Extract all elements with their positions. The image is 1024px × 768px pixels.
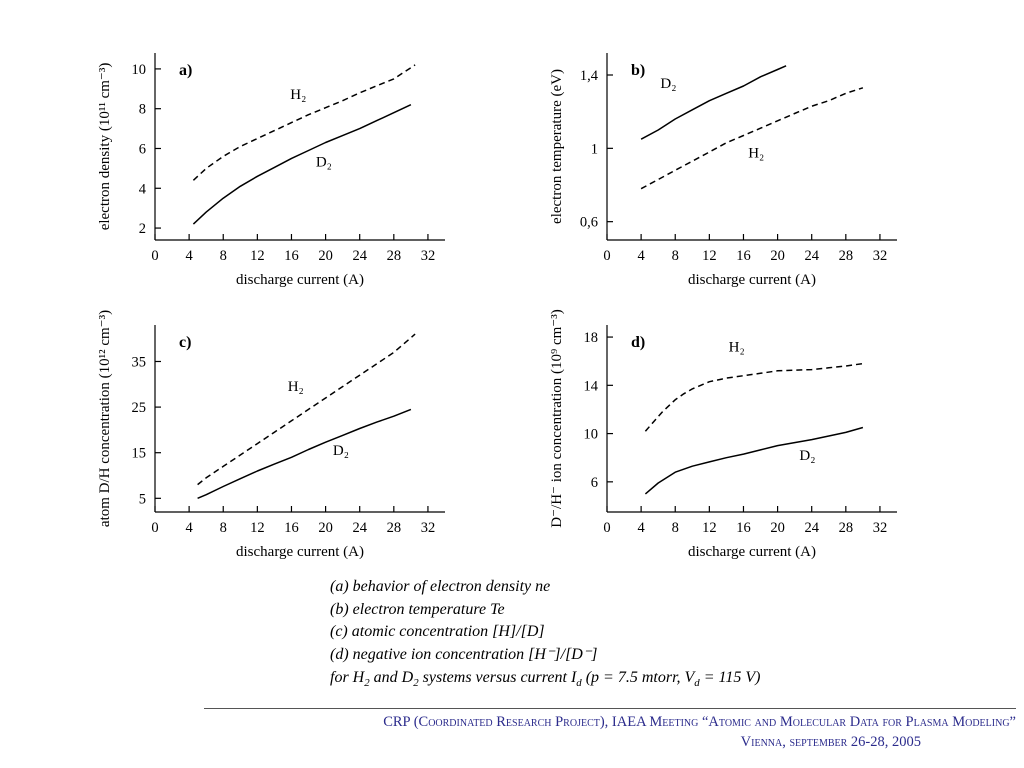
x-tick-label: 32 (421, 248, 436, 264)
x-tick-label: 4 (637, 248, 645, 264)
y-tick-label: 10 (132, 62, 147, 78)
y-tick-label: 35 (132, 354, 147, 370)
x-axis-title: discharge current (A) (688, 544, 816, 560)
panel-label: c) (179, 334, 191, 351)
footer-meeting-title: CRP (Coordinated Research Project), IAEA… (383, 714, 1016, 730)
y-tick-label: 1 (591, 141, 598, 157)
chart-panel-c: 0 4 8 12 16 20 24 28 32 5 15 25 35 discharge current … (88, 300, 540, 572)
x-tick-label: 28 (387, 520, 402, 536)
x-tick-label: 16 (284, 520, 299, 536)
series-label: H₂ (288, 379, 304, 395)
x-tick-label: 24 (352, 248, 367, 264)
x-tick-label: 4 (185, 520, 193, 536)
x-tick-label: 12 (250, 248, 265, 264)
curve-dashed (197, 333, 416, 486)
x-tick-label: 32 (873, 248, 888, 264)
x-tick-label: 20 (318, 248, 333, 264)
x-tick-label: 20 (770, 248, 785, 264)
caption-line-c: (c) atomic concentration [H]/[D] (330, 623, 545, 641)
x-tick-label: 4 (185, 248, 193, 264)
x-tick-label: 8 (220, 248, 227, 264)
curve-solid (640, 65, 787, 140)
x-axis-title: discharge current (A) (688, 272, 816, 288)
y-tick-label: 0,6 (580, 215, 598, 231)
x-axis-title: discharge current (A) (236, 272, 364, 288)
x-tick-label: 16 (736, 248, 751, 264)
chart-panel-d: 0 4 8 12 16 20 24 28 32 6 10 14 18 discharge current … (540, 300, 992, 572)
y-axis-title: electron temperature (eV) (549, 69, 565, 224)
chart-c-plot: 0 4 8 12 16 20 24 28 32 5 15 25 35 discharge current … (97, 310, 445, 560)
x-axis-title: discharge current (A) (236, 544, 364, 560)
y-tick-label: 6 (591, 475, 598, 491)
x-tick-label: 0 (603, 248, 610, 264)
series-label: D₂ (316, 154, 332, 170)
x-tick-label: 24 (804, 520, 819, 536)
x-tick-label: 8 (672, 248, 679, 264)
x-tick-label: 8 (672, 520, 679, 536)
x-tick-label: 16 (736, 520, 751, 536)
x-tick-label: 16 (284, 248, 299, 264)
x-tick-label: 0 (151, 520, 158, 536)
curve-dashed (192, 64, 416, 181)
chart-panel-b: 0 4 8 12 16 20 24 28 32 0,6 1 1,4 discharge current … (540, 28, 992, 300)
x-tick-label: 0 (151, 248, 158, 264)
y-axis-title: electron density (10¹¹ cm⁻³) (97, 63, 113, 231)
x-tick-label: 28 (839, 520, 854, 536)
caption-line-conditions: for H2 and D2 systems versus current Id … (330, 668, 761, 690)
chart-d-plot: 0 4 8 12 16 20 24 28 32 6 10 14 18 discharge current … (549, 309, 897, 560)
x-tick-label: 28 (387, 248, 402, 264)
caption-line-d: (d) negative ion concentration [H⁻]/[D⁻] (330, 646, 598, 664)
x-tick-label: 12 (702, 248, 717, 264)
series-label: D₂ (333, 443, 349, 459)
series-label: H₂ (748, 146, 764, 162)
series-label: D₂ (799, 448, 815, 464)
curve-dashed (644, 362, 864, 432)
y-tick-label: 5 (139, 491, 146, 507)
y-tick-label: 6 (139, 141, 146, 157)
chart-b-plot: 0 4 8 12 16 20 24 28 32 0,6 1 1,4 discharge current … (549, 53, 897, 288)
x-tick-label: 12 (702, 520, 717, 536)
x-tick-label: 32 (873, 520, 888, 536)
y-tick-label: 10 (584, 427, 599, 443)
y-tick-label: 18 (584, 330, 599, 346)
caption-line-a: (a) behavior of electron density ne (330, 578, 551, 595)
series-label: H₂ (290, 87, 306, 103)
caption-line-b: (b) electron temperature Te (330, 600, 505, 618)
x-tick-label: 20 (770, 520, 785, 536)
panel-label: d) (631, 334, 645, 351)
panel-label: b) (631, 62, 645, 79)
y-axis-title: atom D/H concentration (10¹² cm⁻³) (97, 310, 113, 527)
y-tick-label: 14 (584, 378, 599, 394)
chart-panel-a: 0 4 8 12 16 20 24 28 32 2 4 6 8 10 discharge current (… (88, 28, 540, 300)
x-tick-label: 28 (839, 248, 854, 264)
panel-label: a) (179, 62, 192, 79)
figure-caption: (a) behavior of electron density ne (b) … (330, 576, 760, 692)
y-tick-label: 2 (139, 221, 146, 237)
y-axis-title: D⁻/H⁻ ion concentration (10⁹ cm⁻³) (549, 309, 565, 527)
curve-dashed (640, 87, 864, 190)
curve-solid (192, 104, 412, 225)
y-tick-label: 1,4 (580, 68, 599, 84)
x-tick-label: 12 (250, 520, 265, 536)
slide-footer: CRP (Coordinated Research Project), IAEA… (204, 708, 1016, 752)
x-tick-label: 0 (603, 520, 610, 536)
y-tick-label: 15 (132, 446, 147, 462)
y-tick-label: 25 (132, 400, 147, 416)
x-tick-label: 32 (421, 520, 436, 536)
curve-solid (197, 408, 412, 499)
x-tick-label: 20 (318, 520, 333, 536)
x-tick-label: 4 (637, 520, 645, 536)
x-tick-label: 24 (804, 248, 819, 264)
x-tick-label: 24 (352, 520, 367, 536)
curve-solid (644, 426, 864, 495)
y-tick-label: 4 (139, 181, 147, 197)
x-tick-label: 8 (220, 520, 227, 536)
figure: 0 4 8 12 16 20 24 28 32 2 4 6 8 10 discharge current (… (88, 28, 992, 572)
series-label: H₂ (729, 340, 745, 356)
series-label: D₂ (660, 76, 676, 92)
footer-venue-date: Vienna, september 26-28, 2005 (740, 733, 921, 750)
y-tick-label: 8 (139, 102, 146, 118)
